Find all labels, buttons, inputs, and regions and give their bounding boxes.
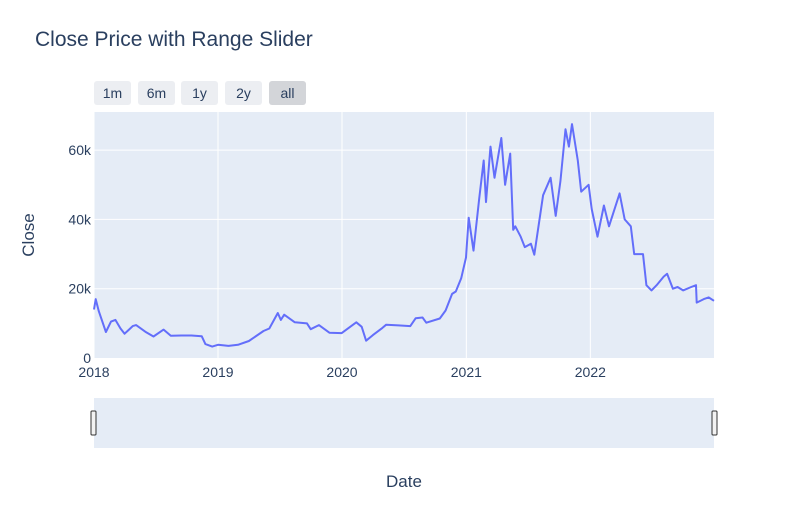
series-layer bbox=[93, 123, 715, 348]
x-axis: 2018 2019 2020 2021 2022 bbox=[78, 364, 606, 380]
range-button-6m[interactable]: 6m bbox=[138, 81, 175, 105]
x-tick-label: 2020 bbox=[326, 364, 357, 380]
y-tick-label: 60k bbox=[68, 142, 92, 158]
series-line bbox=[93, 123, 715, 348]
x-tick-label: 2022 bbox=[575, 364, 606, 380]
range-slider-right-handle[interactable] bbox=[711, 410, 718, 436]
y-tick-label: 20k bbox=[68, 281, 92, 297]
y-tick-label: 0 bbox=[83, 350, 91, 366]
range-slider[interactable] bbox=[90, 398, 718, 448]
range-slider-left-handle[interactable] bbox=[90, 410, 97, 436]
x-tick-label: 2019 bbox=[202, 364, 233, 380]
range-button-1m[interactable]: 1m bbox=[94, 81, 131, 105]
range-button-2y[interactable]: 2y bbox=[225, 81, 262, 105]
y-axis: 0 20k 40k 60k bbox=[68, 142, 92, 366]
y-axis-title: Close bbox=[19, 213, 38, 256]
x-tick-label: 2018 bbox=[78, 364, 109, 380]
range-button-all[interactable]: all bbox=[269, 81, 306, 105]
x-tick-label: 2021 bbox=[451, 364, 482, 380]
plot-area[interactable] bbox=[94, 112, 714, 358]
range-slider-track bbox=[94, 398, 714, 448]
y-tick-label: 40k bbox=[68, 211, 92, 227]
chart-title: Close Price with Range Slider bbox=[35, 28, 313, 51]
x-axis-title: Date bbox=[386, 472, 422, 491]
range-button-1y[interactable]: 1y bbox=[181, 81, 218, 105]
